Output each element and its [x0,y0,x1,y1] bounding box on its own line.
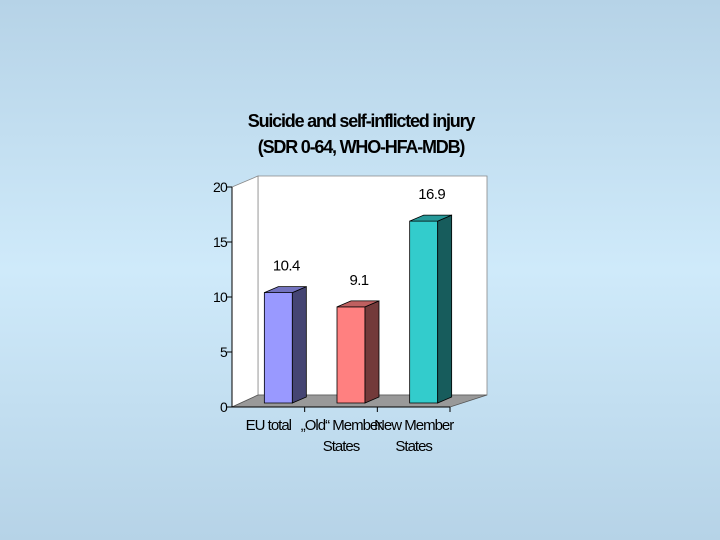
y-tick-label: 5 [220,344,228,360]
x-tick-label: New Member States [374,417,454,455]
x-tick-label: „Old“ Member States [300,417,383,455]
bar-face [263,292,293,404]
value-label: 10.4 [273,258,300,275]
value-label: 16.9 [418,186,445,203]
bar-face [264,286,307,294]
bar-face [409,214,452,222]
y-tick-label: 20 [213,179,228,195]
bar-face [437,214,453,404]
bar [336,300,380,404]
bar-face [336,306,366,404]
bar-face [291,285,307,404]
chart-title: Suicide and self-inflicted injury [248,111,476,131]
bar-face [409,220,439,404]
bar [409,214,453,404]
y-tick-label: 15 [213,234,228,250]
value-label: 9.1 [349,272,368,289]
bar-face [336,300,380,308]
chart-subtitle: (SDR 0-64, WHO-HFA-MDB) [258,137,466,157]
y-tick-label: 10 [213,289,228,305]
y-tick-label: 0 [220,399,228,415]
x-tick-label: EU total [245,417,292,434]
bar-face [364,300,380,404]
bar [263,285,307,404]
side-wall [231,175,259,408]
